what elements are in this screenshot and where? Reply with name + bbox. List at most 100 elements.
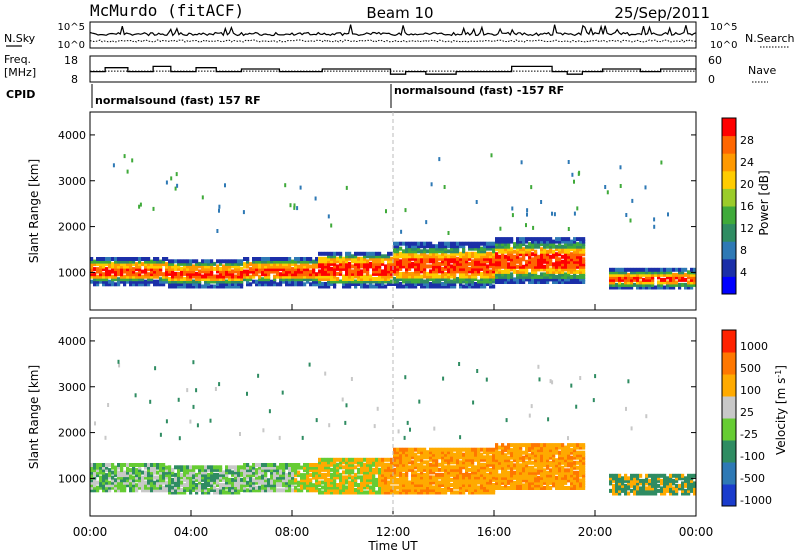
power-cell bbox=[165, 272, 169, 277]
power-cell bbox=[108, 257, 112, 261]
velocity-cell bbox=[450, 455, 454, 460]
power-cell bbox=[444, 251, 448, 256]
power-cell bbox=[354, 269, 358, 274]
velocity-cell bbox=[312, 488, 316, 493]
power-cell bbox=[621, 282, 625, 287]
power-cell bbox=[522, 237, 526, 242]
velocity-cell bbox=[261, 473, 265, 478]
velocity-cell bbox=[540, 463, 544, 468]
power-cell bbox=[177, 277, 181, 281]
velocity-cell bbox=[237, 467, 241, 472]
velocity-cell bbox=[465, 480, 469, 485]
power-cell bbox=[465, 269, 469, 274]
power-cell bbox=[387, 261, 391, 266]
velocity-cell bbox=[441, 480, 445, 485]
power-cell bbox=[114, 262, 118, 267]
power-cell bbox=[534, 239, 538, 244]
velocity-cell bbox=[528, 448, 532, 453]
power-cell bbox=[375, 264, 379, 269]
power-cell bbox=[351, 282, 355, 286]
power-cell bbox=[531, 239, 535, 244]
velocity-cell bbox=[309, 480, 313, 485]
power-cell bbox=[636, 270, 640, 275]
velocity-cell bbox=[420, 477, 424, 482]
velocity-scatter bbox=[328, 423, 331, 428]
velocity-scatter bbox=[178, 436, 181, 441]
velocity-cell bbox=[192, 483, 196, 487]
velocity-cell bbox=[333, 472, 337, 477]
power-cell bbox=[474, 269, 478, 274]
power-cell bbox=[498, 239, 502, 244]
power-cell bbox=[282, 259, 286, 264]
velocity-cell bbox=[336, 467, 340, 472]
power-cell bbox=[630, 270, 634, 275]
power-cell bbox=[363, 259, 367, 264]
power-cell bbox=[330, 279, 334, 284]
velocity-cell bbox=[402, 477, 406, 482]
velocity-cell bbox=[132, 480, 136, 485]
velocity-cell bbox=[147, 473, 151, 478]
velocity-cell bbox=[693, 488, 697, 493]
power-cell bbox=[546, 272, 550, 277]
power-cell bbox=[327, 266, 331, 271]
power-cell bbox=[396, 279, 400, 284]
power-cell bbox=[681, 270, 685, 275]
velocity-cell bbox=[363, 485, 367, 490]
velocity-cell bbox=[375, 462, 379, 467]
velocity-cell bbox=[138, 465, 142, 470]
velocity-cell bbox=[612, 488, 616, 493]
power-cell bbox=[153, 262, 157, 267]
power-cell bbox=[669, 267, 673, 272]
power-cell bbox=[294, 262, 298, 267]
velocity-cell bbox=[333, 490, 337, 495]
velocity-cell bbox=[459, 488, 463, 492]
velocity-cell bbox=[564, 450, 568, 455]
velocity-cell bbox=[216, 465, 220, 470]
power-cell bbox=[99, 277, 103, 282]
velocity-cell bbox=[480, 455, 484, 460]
power-cell bbox=[435, 256, 439, 261]
velocity-cell bbox=[576, 450, 580, 455]
velocity-cell bbox=[327, 470, 331, 475]
power-scatter bbox=[330, 223, 333, 228]
velocity-cell bbox=[174, 477, 178, 482]
velocity-cell bbox=[675, 491, 679, 496]
power-cell bbox=[150, 269, 154, 274]
power-cell bbox=[480, 274, 484, 279]
velocity-cell bbox=[402, 452, 406, 457]
power-cell bbox=[639, 285, 643, 290]
velocity-cell bbox=[396, 472, 400, 477]
power-cell bbox=[534, 264, 538, 269]
velocity-cell bbox=[150, 478, 154, 483]
power-cell bbox=[414, 254, 418, 259]
velocity-cell bbox=[408, 483, 412, 487]
power-cell bbox=[180, 284, 184, 289]
power-cell bbox=[516, 264, 520, 269]
power-cell bbox=[435, 259, 439, 264]
velocity-cell bbox=[264, 480, 268, 485]
power-cell bbox=[405, 261, 409, 266]
power-cell bbox=[366, 261, 370, 266]
power-cell bbox=[474, 277, 478, 281]
velocity-cell bbox=[453, 460, 457, 465]
power-cell bbox=[651, 282, 655, 287]
power-cell bbox=[276, 257, 280, 261]
power-cell bbox=[171, 261, 175, 266]
power-cell bbox=[471, 244, 475, 249]
velocity-cell bbox=[96, 463, 100, 467]
velocity-cell bbox=[483, 477, 487, 482]
velocity-cell bbox=[189, 472, 193, 477]
power-cell bbox=[417, 277, 421, 281]
power-cell bbox=[381, 271, 385, 276]
velocity-cell bbox=[564, 468, 568, 473]
velocity-cell bbox=[426, 475, 430, 480]
velocity-cell bbox=[201, 475, 205, 480]
power-cell bbox=[405, 264, 409, 269]
velocity-cell bbox=[432, 455, 436, 460]
velocity-cell bbox=[477, 452, 481, 457]
power-scatter bbox=[296, 206, 299, 211]
power-cell bbox=[555, 259, 559, 264]
power-cell bbox=[222, 264, 226, 269]
velocity-cell bbox=[213, 485, 217, 490]
